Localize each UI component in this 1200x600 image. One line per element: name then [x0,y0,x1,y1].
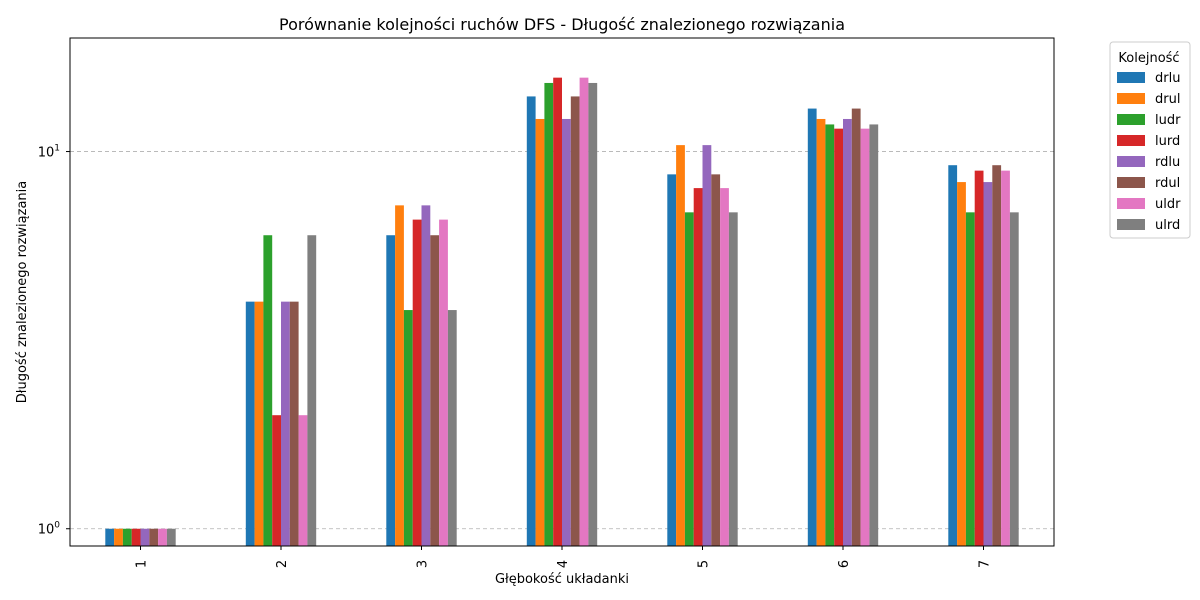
bar-uldr-3 [439,219,448,547]
y-tick-label: 101 [38,144,60,161]
bar-lurd-3 [412,219,422,547]
x-tick-label: 6 [837,560,852,568]
legend-label-rdul: rdul [1155,176,1180,191]
legend-label-lurd: lurd [1155,134,1180,149]
x-tick-label: 4 [556,560,571,568]
legend: Kolejność drlu drul ludr lurd rdlu rdul uldr ul… [1109,41,1191,239]
bar-rdul-2 [289,301,299,546]
bars [105,77,1019,547]
bar-rdul-7 [992,165,1002,546]
x-tick-label: 1 [135,560,150,568]
bar-drul-2 [254,301,264,546]
bar-uldr-6 [860,128,870,546]
bar-drlu-3 [386,235,396,546]
bar-rdlu-4 [562,118,571,546]
bar-drul-1 [114,528,123,546]
y-axis-ticks: 100 101 [38,144,70,538]
bar-ulrd-1 [166,528,176,546]
bar-ulrd-5 [728,212,738,547]
x-tick-label: 3 [416,560,431,568]
legend-swatch-ulrd [1117,219,1145,230]
bar-ludr-1 [122,528,132,546]
y-tick-label: 100 [38,521,61,538]
legend-label-rdlu: rdlu [1155,155,1180,170]
legend-title: Kolejność [1118,51,1179,66]
bar-rdlu-6 [843,118,852,546]
bar-uldr-1 [158,528,167,546]
legend-label-ludr: ludr [1155,113,1181,128]
chart-title: Porównanie kolejności ruchów DFS - Długo… [279,15,845,34]
bar-ludr-3 [403,310,413,546]
bar-ulrd-4 [588,82,598,546]
bar-uldr-4 [579,77,589,546]
bar-rdul-6 [851,108,861,547]
bar-rdlu-3 [421,205,431,546]
bar-ludr-5 [684,212,694,547]
bar-drlu-6 [807,108,817,547]
legend-swatch-rdul [1117,177,1145,188]
bar-ulrd-3 [447,310,457,546]
bar-rdlu-2 [281,301,290,546]
bar-uldr-2 [298,415,308,546]
bar-rdul-3 [430,235,440,546]
bar-drlu-1 [105,528,115,546]
bar-uldr-5 [720,188,729,547]
legend-label-uldr: uldr [1155,197,1181,212]
legend-swatch-drlu [1117,72,1145,83]
legend-label-ulrd: ulrd [1155,218,1180,233]
bar-drlu-2 [245,301,255,546]
bar-rdlu-1 [140,528,150,546]
bar-drlu-7 [948,165,958,546]
bar-ulrd-7 [1009,212,1019,547]
bar-drul-5 [676,145,685,546]
bar-lurd-5 [693,188,703,547]
legend-swatch-ludr [1117,114,1145,125]
legend-swatch-drul [1117,93,1145,104]
legend-frame [1109,41,1191,239]
legend-swatch-rdlu [1117,156,1145,167]
bar-ludr-6 [825,124,835,546]
bar-drul-7 [957,182,966,546]
bar-drul-4 [535,118,545,546]
bar-uldr-7 [1001,170,1010,546]
bar-lurd-2 [272,415,281,546]
bar-lurd-4 [553,77,562,546]
x-tick-label: 2 [275,560,290,568]
y-axis-label: Długość znalezionego rozwiązania [15,181,30,403]
bar-lurd-6 [834,128,843,546]
bar-ulrd-2 [307,235,317,546]
bar-ludr-2 [263,235,273,546]
bar-rdul-4 [570,96,580,546]
bar-drul-3 [395,205,404,546]
bar-lurd-7 [974,170,984,546]
bar-rdlu-5 [702,145,712,546]
bar-ulrd-6 [869,124,879,546]
x-axis-label: Głębokość układanki [495,572,629,587]
legend-swatch-lurd [1117,135,1145,146]
legend-swatch-uldr [1117,198,1145,209]
bar-drlu-4 [526,96,536,546]
bar-ludr-7 [965,212,975,547]
x-tick-label: 5 [697,560,712,568]
x-tick-label: 7 [978,560,993,568]
bar-rdul-5 [711,174,721,547]
legend-label-drlu: drlu [1155,71,1180,86]
legend-label-drul: drul [1155,92,1180,107]
bar-lurd-1 [131,528,141,546]
bar-ludr-4 [544,82,554,546]
legend-items: drlu drul ludr lurd rdlu rdul uldr ulrd [1117,71,1181,233]
bar-rdlu-7 [983,182,993,546]
bar-drlu-5 [667,174,677,547]
bar-drul-6 [816,118,826,546]
x-axis-ticks: 1 2 3 4 5 6 7 [135,546,993,568]
bar-rdul-1 [149,528,159,546]
